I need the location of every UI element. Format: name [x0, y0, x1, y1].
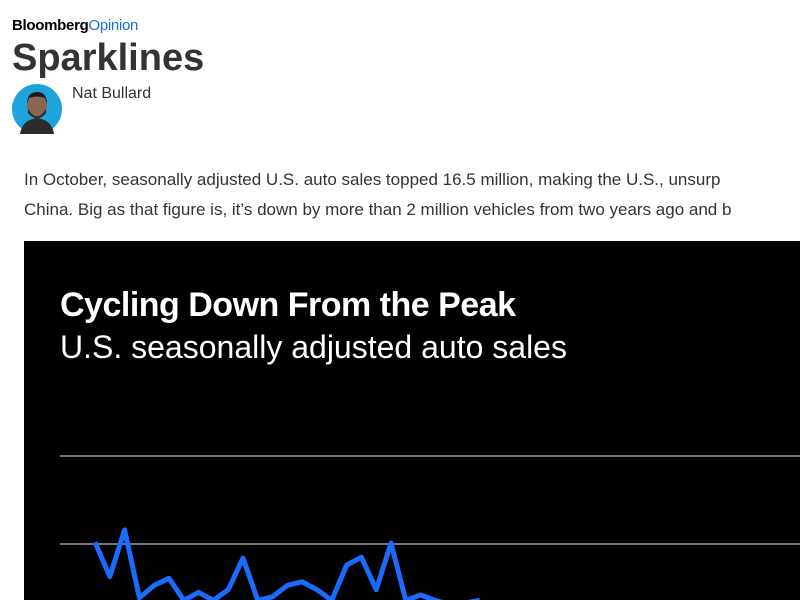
- avatar-body: [20, 118, 54, 134]
- paragraph-line: China. Big as that figure is, it’s down …: [24, 200, 732, 219]
- author-avatar[interactable]: [12, 84, 62, 134]
- brand-section: Opinion: [88, 17, 139, 34]
- avatar-beard: [28, 109, 46, 119]
- avatar-hair: [27, 92, 47, 104]
- brand[interactable]: BloombergOpinion: [12, 17, 138, 34]
- paragraph-line: In October, seasonally adjusted U.S. aut…: [24, 170, 721, 189]
- chart: Cycling Down From the Peak U.S. seasonal…: [24, 241, 800, 600]
- avatar-face: [27, 94, 47, 118]
- chart-subtitle: U.S. seasonally adjusted auto sales: [60, 329, 567, 365]
- chart-background: [24, 241, 800, 600]
- article-title: Sparklines: [12, 37, 205, 79]
- brand-name: Bloomberg: [12, 17, 89, 34]
- author-name[interactable]: Nat Bullard: [72, 85, 152, 102]
- data-line: [92, 527, 480, 600]
- chart-title: Cycling Down From the Peak: [60, 286, 516, 324]
